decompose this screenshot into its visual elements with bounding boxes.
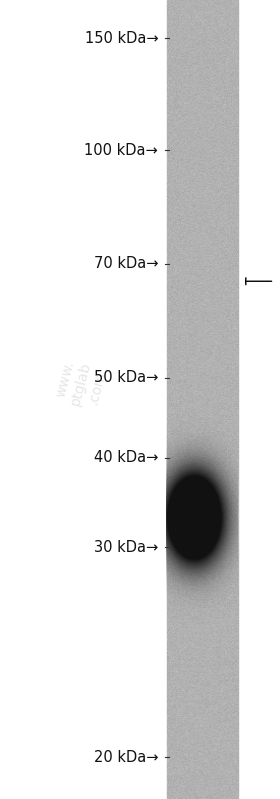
Text: www.
ptglab
.com: www. ptglab .com: [53, 356, 109, 411]
Text: 70 kDa→: 70 kDa→: [94, 256, 158, 271]
Text: 40 kDa→: 40 kDa→: [94, 451, 158, 465]
Text: 30 kDa→: 30 kDa→: [94, 540, 158, 555]
Text: 50 kDa→: 50 kDa→: [94, 371, 158, 385]
Text: 100 kDa→: 100 kDa→: [85, 143, 158, 157]
Text: 150 kDa→: 150 kDa→: [85, 31, 158, 46]
Text: 20 kDa→: 20 kDa→: [94, 750, 158, 765]
Bar: [167, 0, 238, 799]
